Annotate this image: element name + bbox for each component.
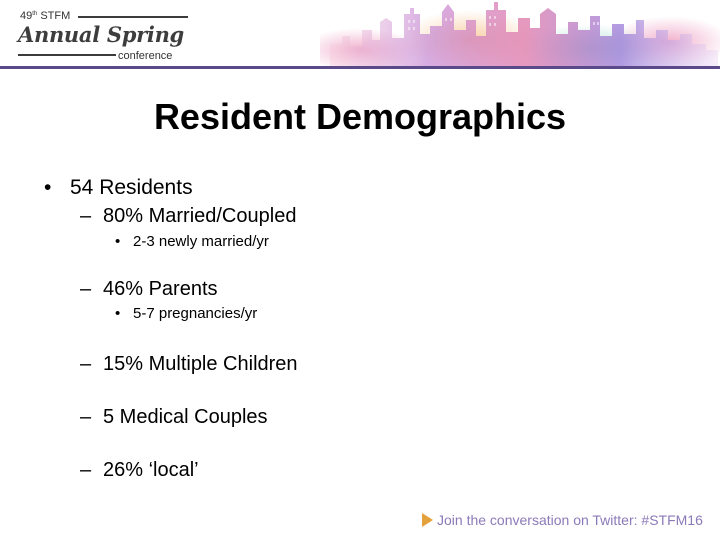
logo-edition-suffix: th [32, 11, 38, 17]
bullet-marker: – [80, 459, 92, 481]
slide-title: Resident Demographics [153, 96, 567, 137]
bullet-text: 26% ‘local’ [103, 459, 199, 481]
logo-rule-bottom [18, 54, 116, 56]
logo-event-sub: conference [118, 50, 173, 62]
bullet-marker: • [44, 176, 52, 199]
logo-rule-top [78, 16, 188, 18]
conference-logo: 49th STFM Annual Spring conference [18, 10, 193, 68]
footer: Join the conversation on Twitter: #STFM1… [422, 512, 703, 532]
bullet-marker: • [115, 305, 121, 322]
logo-org: STFM [40, 10, 71, 22]
bullet-marker: – [80, 406, 92, 428]
bullet-text: 46% Parents [103, 278, 218, 300]
city-skyline-image [320, 2, 720, 68]
bullet-text: 15% Multiple Children [103, 353, 298, 375]
play-arrow-icon [422, 513, 433, 527]
bullet-text: 5-7 pregnancies/yr [133, 305, 258, 322]
bullet-text: 54 Residents [70, 176, 193, 199]
bullet-text: 2-3 newly married/yr [133, 233, 269, 250]
footer-text: Join the conversation on Twitter: #STFM1… [437, 512, 703, 528]
bullet-text: 5 Medical Couples [103, 406, 268, 428]
bullet-marker: • [115, 233, 121, 250]
logo-edition: 49th STFM [20, 10, 70, 22]
bullet-text: 80% Married/Coupled [103, 205, 297, 227]
header-divider [0, 66, 720, 69]
logo-edition-number: 49 [20, 10, 33, 22]
bullet-marker: – [80, 205, 92, 227]
bullet-marker: – [80, 278, 92, 300]
bullet-marker: – [80, 353, 92, 375]
logo-event-name: Annual Spring [18, 22, 184, 47]
